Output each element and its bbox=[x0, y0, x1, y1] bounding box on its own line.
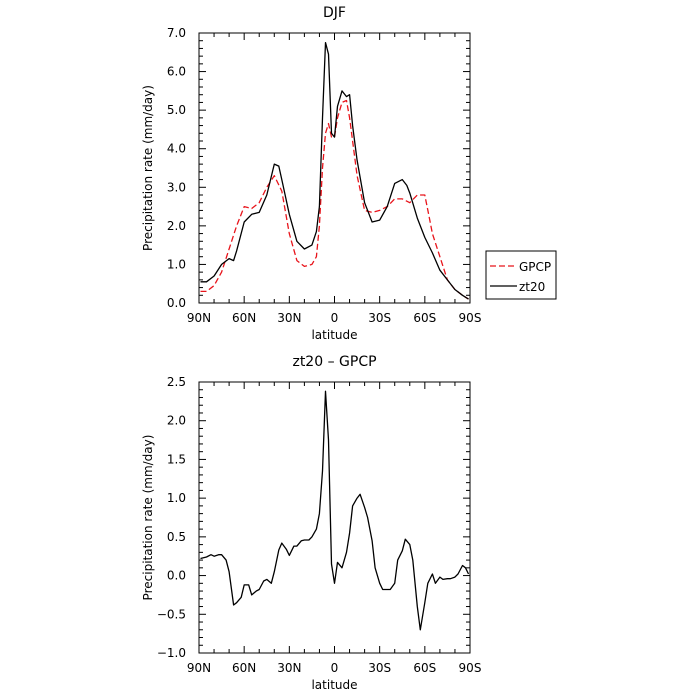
y-tick-label: 0.0 bbox=[167, 296, 186, 310]
x-tick-label: 30N bbox=[277, 311, 301, 325]
x-tick-label: 30S bbox=[368, 311, 391, 325]
y-tick-label: 1.5 bbox=[167, 452, 186, 466]
x-tick-label: 60N bbox=[232, 311, 256, 325]
x-tick-label: 90N bbox=[187, 311, 211, 325]
y-tick-label: 0.5 bbox=[167, 530, 186, 544]
chart-title: DJF bbox=[323, 5, 346, 21]
y-tick-label: 7.0 bbox=[167, 26, 186, 40]
x-tick-label: 90N bbox=[187, 661, 211, 675]
y-tick-label: 6.0 bbox=[167, 65, 186, 79]
y-tick-label: 0.0 bbox=[167, 569, 186, 583]
x-tick-label: 90S bbox=[459, 661, 482, 675]
x-axis-label: latitude bbox=[311, 328, 357, 342]
x-tick-label: 60N bbox=[232, 661, 256, 675]
x-tick-label: 30S bbox=[368, 661, 391, 675]
y-tick-label: 1.0 bbox=[167, 257, 186, 271]
y-tick-label: 5.0 bbox=[167, 103, 186, 117]
series-line-difference bbox=[200, 390, 470, 631]
y-tick-label: −1.0 bbox=[157, 646, 186, 660]
y-tick-label: −0.5 bbox=[157, 607, 186, 621]
x-tick-label: 30N bbox=[277, 661, 301, 675]
series-line-zt20 bbox=[200, 41, 469, 300]
x-tick-label: 60S bbox=[413, 661, 436, 675]
legend: GPCP zt20 bbox=[485, 250, 557, 300]
x-tick-label: 90S bbox=[459, 311, 482, 325]
y-tick-label: 2.0 bbox=[167, 219, 186, 233]
x-axis-label: latitude bbox=[311, 678, 357, 692]
x-tick-label: 0 bbox=[331, 311, 339, 325]
plot-frame bbox=[198, 381, 471, 654]
series-line-gpcp bbox=[200, 99, 469, 300]
x-tick-label: 60S bbox=[413, 311, 436, 325]
chart-panel-1: DJF 0.0 1.0 2.0 3.0 4.0 5.0 6.0 7.0 90N 60N 30N 0 30S… bbox=[141, 5, 557, 342]
legend-label-gpcp: GPCP bbox=[519, 260, 551, 274]
y-axis-label: Precipitation rate (mm/day) bbox=[141, 435, 155, 601]
y-tick-label: 4.0 bbox=[167, 142, 186, 156]
x-tick-label: 0 bbox=[331, 661, 339, 675]
y-axis-label: Precipitation rate (mm/day) bbox=[141, 85, 155, 251]
chart-title: zt20 – GPCP bbox=[292, 354, 376, 370]
legend-label-zt20: zt20 bbox=[519, 280, 545, 294]
plot-frame bbox=[198, 32, 471, 304]
legend-box bbox=[485, 250, 557, 300]
y-tick-label: 1.0 bbox=[167, 491, 186, 505]
y-tick-label: 3.0 bbox=[167, 180, 186, 194]
chart-panel-2: zt20 – GPCP −1.0 −0.5 0.0 0.5 1.0 1.5 2.0 2.5 90N… bbox=[141, 354, 481, 692]
y-tick-label: 2.0 bbox=[167, 414, 186, 428]
y-tick-label: 2.5 bbox=[167, 375, 186, 389]
